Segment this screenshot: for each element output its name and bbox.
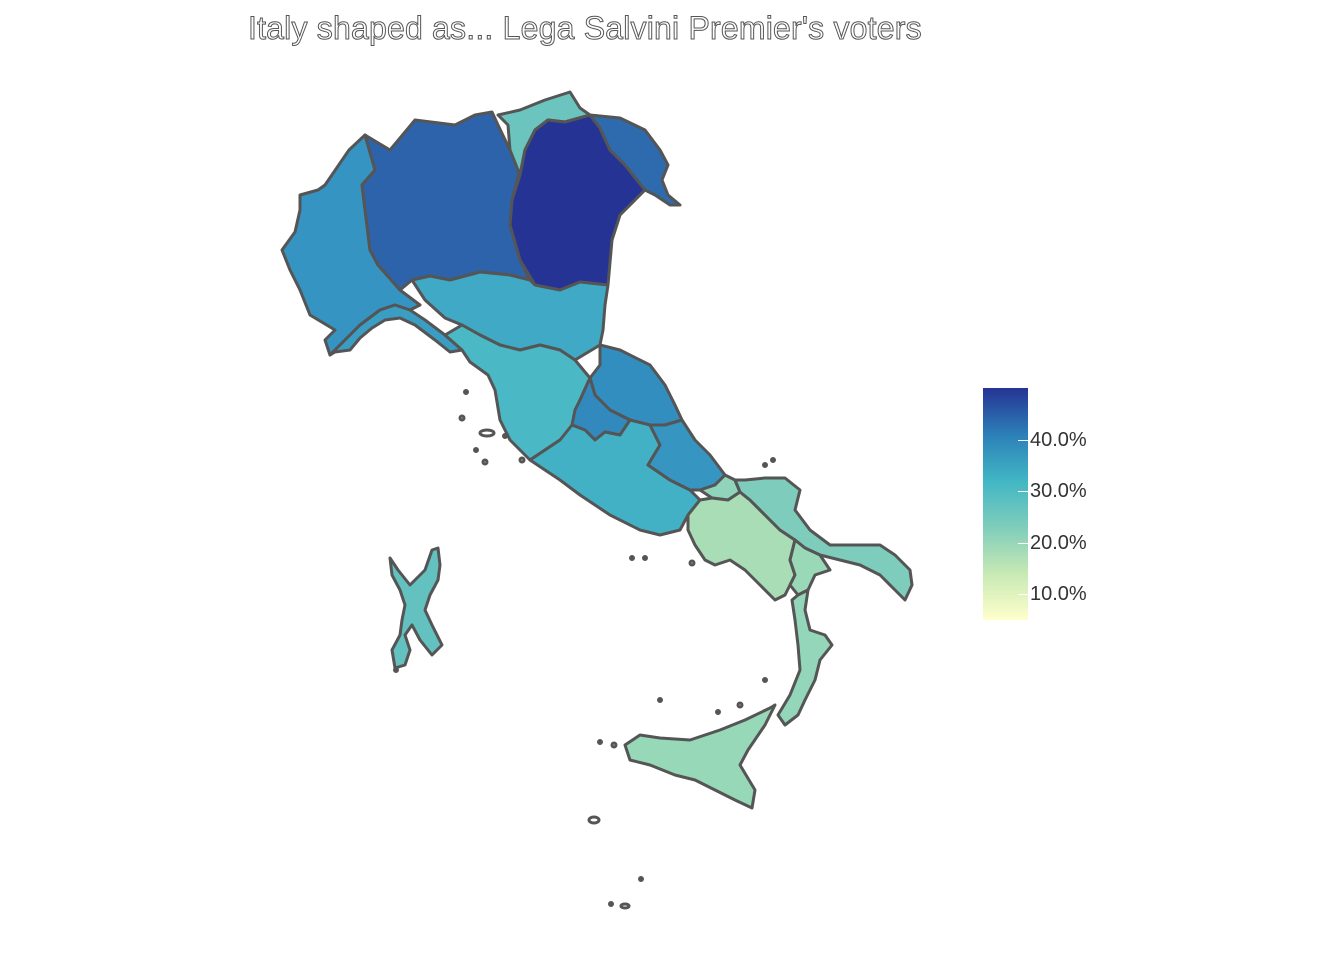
legend-tick-mark bbox=[1018, 440, 1028, 441]
legend-tick-label: 30.0% bbox=[1030, 480, 1087, 502]
region-liguria[interactable] bbox=[328, 303, 464, 357]
region-friuli[interactable] bbox=[588, 113, 682, 207]
region-calabria[interactable] bbox=[776, 588, 834, 727]
region-veneto[interactable] bbox=[508, 113, 647, 292]
minor-islands bbox=[393, 389, 776, 910]
region-lombardia[interactable] bbox=[360, 110, 532, 292]
legend-tick-label: 40.0% bbox=[1030, 429, 1087, 451]
map-title: Italy shaped as... Lega Salvini Premier'… bbox=[248, 10, 923, 47]
legend-tick-mark bbox=[1018, 594, 1028, 595]
legend-tick-mark bbox=[1018, 491, 1028, 492]
region-sardegna[interactable] bbox=[388, 546, 444, 670]
region-sicilia[interactable] bbox=[623, 703, 777, 810]
legend-tick-mark bbox=[1018, 543, 1028, 544]
legend-tick-label: 20.0% bbox=[1030, 532, 1087, 554]
legend-tick-label: 10.0% bbox=[1030, 583, 1087, 605]
legend-color-bar bbox=[983, 388, 1028, 620]
